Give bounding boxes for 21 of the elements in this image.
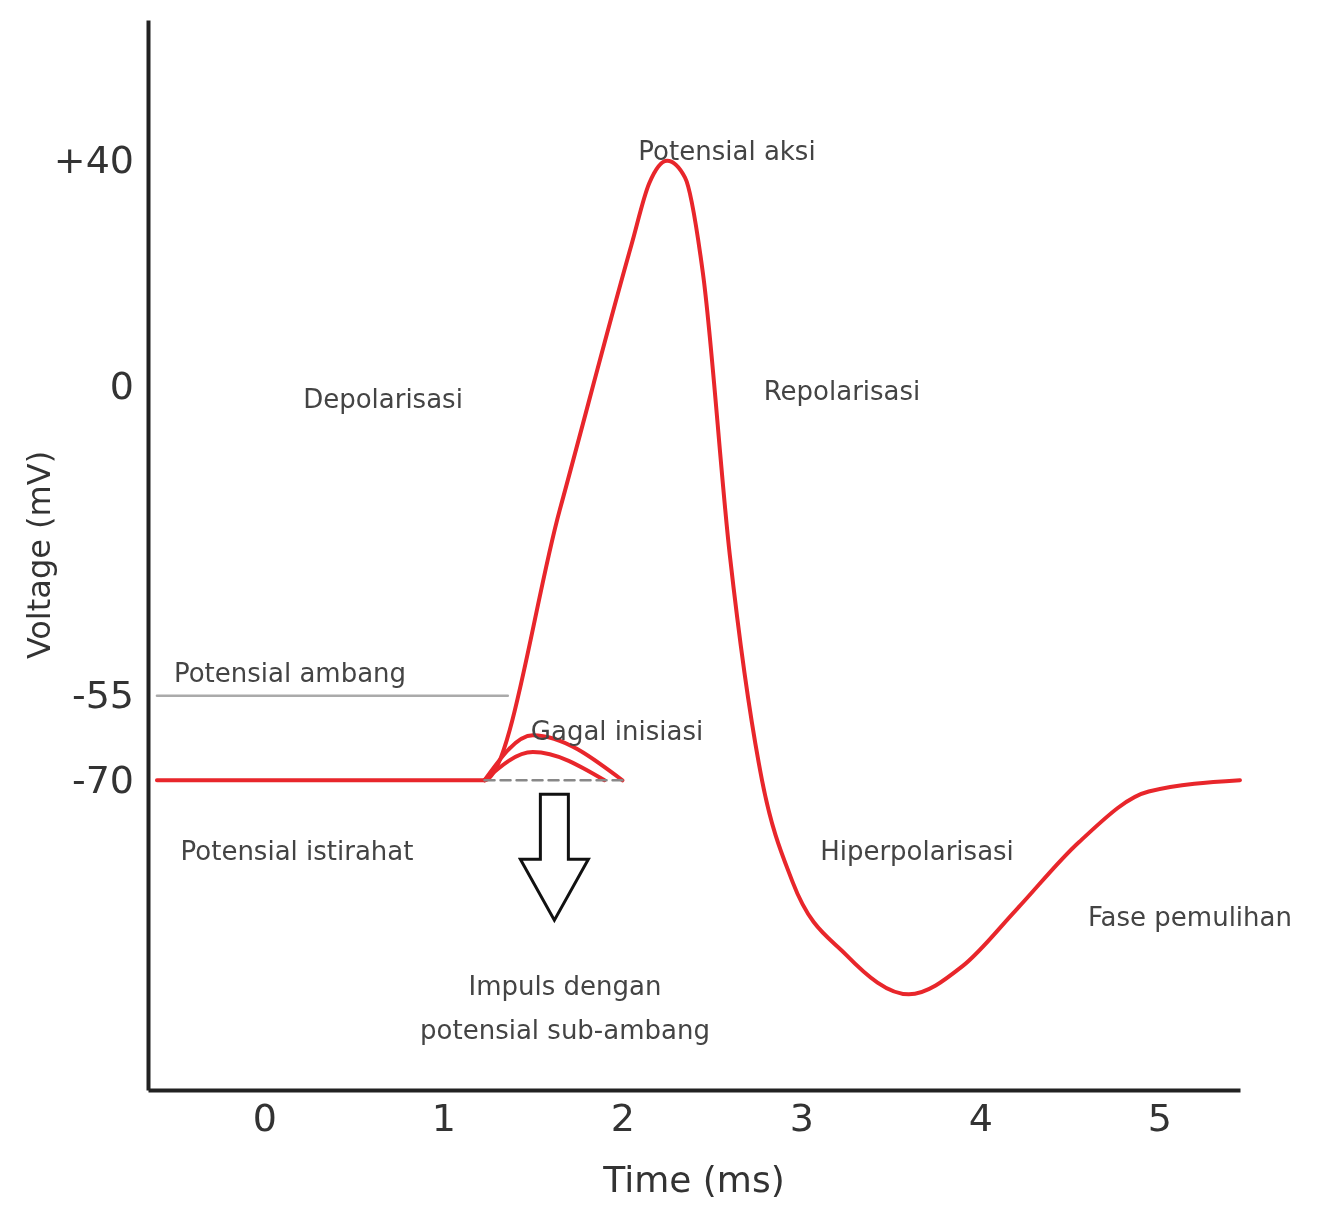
x-tick-label: 1: [431, 1095, 456, 1140]
annotation: Impuls dengan potensial sub-ambang: [420, 971, 710, 1045]
annotation: Fase pemulihan: [1088, 902, 1292, 932]
annotation: Depolarisasi: [303, 384, 463, 414]
x-axis-title: Time (ms): [602, 1159, 785, 1200]
x-tick-label: 4: [968, 1095, 994, 1140]
annotation: Potensial istirahat: [180, 836, 414, 866]
y-tick-label: 0: [109, 363, 134, 408]
annotation: Gagal inisiasi: [530, 716, 704, 746]
x-tick-label: 2: [610, 1095, 635, 1140]
annotation: Hiperpolarisasi: [820, 836, 1014, 866]
x-tick-label: 0: [252, 1095, 277, 1140]
y-tick-label: -70: [71, 757, 134, 802]
y-tick-label: -55: [71, 673, 134, 718]
y-axis-title: Voltage (mV): [20, 450, 58, 660]
y-tick-label: +40: [53, 138, 134, 183]
x-tick-label: 5: [1147, 1095, 1173, 1140]
x-tick-label: 3: [789, 1095, 814, 1140]
annotation: Repolarisasi: [763, 376, 921, 406]
annotation: Potensial aksi: [638, 136, 816, 166]
annotation: Potensial ambang: [173, 658, 407, 688]
